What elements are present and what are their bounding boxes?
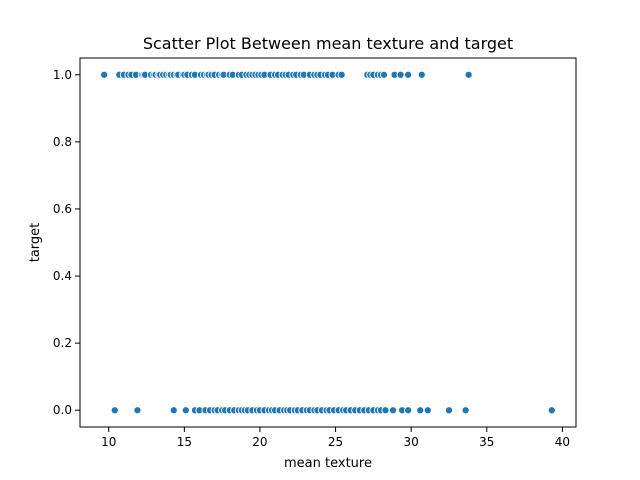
data-points xyxy=(100,70,556,415)
plot-frame xyxy=(79,57,577,428)
x-tick-label: 35 xyxy=(479,435,494,449)
x-tick-label: 15 xyxy=(177,435,192,449)
data-point xyxy=(133,406,142,415)
x-tick-label: 20 xyxy=(252,435,267,449)
data-point xyxy=(461,406,470,415)
x-tick-label: 40 xyxy=(555,435,570,449)
y-tick-label: 0.0 xyxy=(53,403,72,417)
y-tick-label: 0.8 xyxy=(53,135,72,149)
data-point xyxy=(379,70,389,79)
data-point xyxy=(416,406,425,415)
y-tick-label: 1.0 xyxy=(53,68,72,82)
data-point xyxy=(464,70,473,79)
x-tick-label: 10 xyxy=(101,435,116,449)
data-point xyxy=(404,70,413,79)
y-tick-label: 0.2 xyxy=(53,336,72,350)
y-axis: 0.0 0.2 0.4 0.6 0.8 1.0 xyxy=(53,68,80,417)
y-axis-label: target xyxy=(28,223,43,263)
chart-title: Scatter Plot Between mean texture and ta… xyxy=(143,34,513,53)
data-point xyxy=(547,406,556,415)
data-point xyxy=(388,406,398,415)
x-axis: 10 15 20 25 30 35 40 xyxy=(101,427,570,449)
y-tick-label: 0.6 xyxy=(53,202,72,216)
data-point xyxy=(444,406,454,415)
data-point xyxy=(337,70,346,79)
data-point xyxy=(396,70,405,79)
data-point xyxy=(181,406,190,415)
data-point xyxy=(404,406,413,415)
x-tick-label: 25 xyxy=(328,435,343,449)
x-axis-label: mean texture xyxy=(284,456,372,471)
x-tick-label: 30 xyxy=(404,435,419,449)
y-tick-label: 0.4 xyxy=(53,269,72,283)
data-point xyxy=(100,70,109,79)
data-point xyxy=(423,406,432,415)
data-point xyxy=(381,406,390,415)
data-point xyxy=(110,406,119,415)
data-point xyxy=(169,406,178,415)
data-point xyxy=(417,70,426,79)
